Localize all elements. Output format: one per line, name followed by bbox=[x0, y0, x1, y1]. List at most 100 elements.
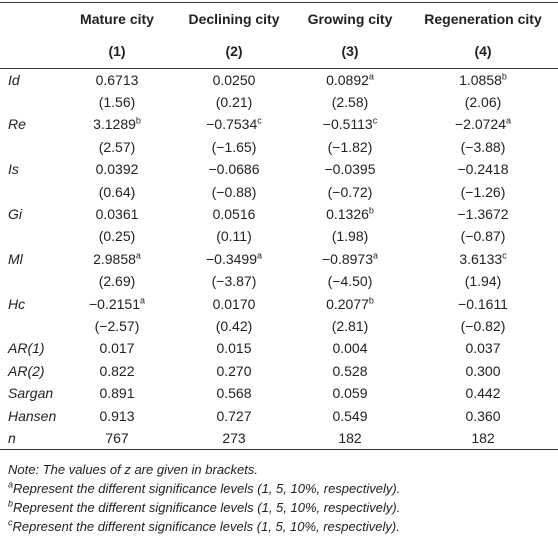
cell-value: 0.913 bbox=[99, 407, 135, 424]
significance-mark: a bbox=[139, 294, 145, 305]
cell: (0.42) bbox=[176, 315, 292, 337]
cell: (0.64) bbox=[58, 180, 176, 202]
cell-value: 0.059 bbox=[332, 385, 368, 402]
cell: 0.037 bbox=[408, 337, 558, 359]
column-number: (2) bbox=[176, 34, 292, 69]
cell-value: (0.64) bbox=[98, 183, 136, 200]
table-row: Gi 0.0361 0.0516 0.1326b −1.3672 bbox=[0, 203, 558, 225]
footnote-mark: a bbox=[8, 479, 14, 490]
cell-value: −0.2151 bbox=[88, 295, 140, 312]
cell: 0.568 bbox=[176, 382, 292, 404]
cell-value: 3.6133 bbox=[459, 250, 503, 267]
cell: 273 bbox=[176, 426, 292, 450]
footnote: aRepresent the different significance le… bbox=[8, 479, 558, 498]
cell-value: −0.7534 bbox=[206, 116, 258, 133]
number-row: (1) (2) (3) (4) bbox=[0, 34, 558, 69]
significance-mark: a bbox=[368, 71, 374, 82]
cell: −0.3499a bbox=[176, 248, 292, 270]
cell-value: (1.56) bbox=[98, 94, 136, 111]
cell-value: −0.0686 bbox=[208, 161, 260, 178]
cell: −0.1611 bbox=[408, 292, 558, 314]
significance-mark: a bbox=[372, 250, 378, 261]
footnote-text: Represent the different significance lev… bbox=[13, 499, 401, 515]
table-row: (1.56) (0.21) (2.58) (2.06) bbox=[0, 91, 558, 113]
cell: (2.81) bbox=[292, 315, 408, 337]
significance-mark: c bbox=[502, 250, 507, 261]
cell-value: 0.0392 bbox=[95, 161, 139, 178]
row-label bbox=[0, 270, 58, 292]
column-header: Mature city bbox=[80, 10, 154, 27]
table-row: n 767 273 182 182 bbox=[0, 426, 558, 450]
table-row: (2.69) (−3.87) (−4.50) (1.94) bbox=[0, 270, 558, 292]
cell-value: 0.727 bbox=[216, 407, 252, 424]
cell-value: (0.21) bbox=[215, 94, 253, 111]
row-label: AR(1) bbox=[8, 340, 45, 357]
cell: (−0.82) bbox=[408, 315, 558, 337]
cell-value: (2.58) bbox=[331, 94, 369, 111]
row-label: Sargan bbox=[8, 385, 54, 402]
results-table: Mature city Declining city Growing city Reg… bbox=[0, 2, 558, 450]
cell: 0.004 bbox=[292, 337, 408, 359]
cell: 0.017 bbox=[58, 337, 176, 359]
table-row: Ml 2.9858a −0.3499a −0.8973a 3.6133c bbox=[0, 248, 558, 270]
footnote: cRepresent the different significance le… bbox=[8, 517, 558, 536]
cell-value: (0.25) bbox=[98, 228, 136, 245]
cell: (0.11) bbox=[176, 225, 292, 247]
row-label: Hansen bbox=[8, 407, 57, 424]
cell: 0.891 bbox=[58, 382, 176, 404]
cell: 0.0516 bbox=[176, 203, 292, 225]
cell-value: −0.3499 bbox=[205, 250, 257, 267]
row-label: Id bbox=[8, 71, 20, 88]
cell: 0.727 bbox=[176, 404, 292, 426]
cell-value: 182 bbox=[471, 429, 495, 446]
significance-mark: a bbox=[505, 115, 511, 126]
cell-value: (−1.65) bbox=[211, 138, 257, 155]
cell-value: 0.0170 bbox=[212, 295, 256, 312]
table-row: AR(1) 0.017 0.015 0.004 0.037 bbox=[0, 337, 558, 359]
cell: 3.6133c bbox=[408, 248, 558, 270]
cell-value: 0.549 bbox=[332, 407, 368, 424]
cell-value: 0.568 bbox=[216, 385, 252, 402]
cell: −0.7534c bbox=[176, 113, 292, 135]
table-row: (0.25) (0.11) (1.98) (−0.87) bbox=[0, 225, 558, 247]
significance-mark: a bbox=[256, 250, 262, 261]
cell: 0.822 bbox=[58, 360, 176, 382]
cell: −0.0686 bbox=[176, 158, 292, 180]
row-label: Ml bbox=[8, 250, 23, 267]
cell: (−3.87) bbox=[176, 270, 292, 292]
column-header: Growing city bbox=[307, 10, 393, 27]
table-row: (−2.57) (0.42) (2.81) (−0.82) bbox=[0, 315, 558, 337]
cell: 182 bbox=[408, 426, 558, 450]
cell: (−0.87) bbox=[408, 225, 558, 247]
cell: −0.0395 bbox=[292, 158, 408, 180]
cell: −0.2418 bbox=[408, 158, 558, 180]
notes: Note: The values of z are given in brack… bbox=[0, 460, 558, 536]
cell: (−1.26) bbox=[408, 180, 558, 202]
cell-value: (−0.88) bbox=[211, 183, 257, 200]
cell: 0.059 bbox=[292, 382, 408, 404]
cell: 767 bbox=[58, 426, 176, 450]
row-label bbox=[0, 315, 58, 337]
cell: (−0.88) bbox=[176, 180, 292, 202]
significance-mark: b bbox=[368, 205, 374, 216]
cell-value: (−3.88) bbox=[460, 138, 506, 155]
footnote: bRepresent the different significance le… bbox=[8, 498, 558, 517]
cell: 0.270 bbox=[176, 360, 292, 382]
footnote-text: Represent the different significance lev… bbox=[12, 518, 400, 534]
column-header: Regeneration city bbox=[424, 10, 542, 27]
cell-value: 0.528 bbox=[332, 362, 368, 379]
table-row: AR(2) 0.822 0.270 0.528 0.300 bbox=[0, 360, 558, 382]
cell: (0.21) bbox=[176, 91, 292, 113]
row-label bbox=[0, 91, 58, 113]
cell: 0.0250 bbox=[176, 69, 292, 91]
cell-value: −0.0395 bbox=[324, 161, 376, 178]
corner bbox=[0, 34, 58, 69]
row-label: Hc bbox=[8, 295, 26, 312]
significance-mark: b bbox=[501, 71, 507, 82]
cell: −2.0724a bbox=[408, 113, 558, 135]
cell: −0.2151a bbox=[58, 292, 176, 314]
cell: (0.25) bbox=[58, 225, 176, 247]
cell-value: 0.270 bbox=[216, 362, 252, 379]
cell-value: 0.822 bbox=[99, 362, 135, 379]
cell: 0.0170 bbox=[176, 292, 292, 314]
